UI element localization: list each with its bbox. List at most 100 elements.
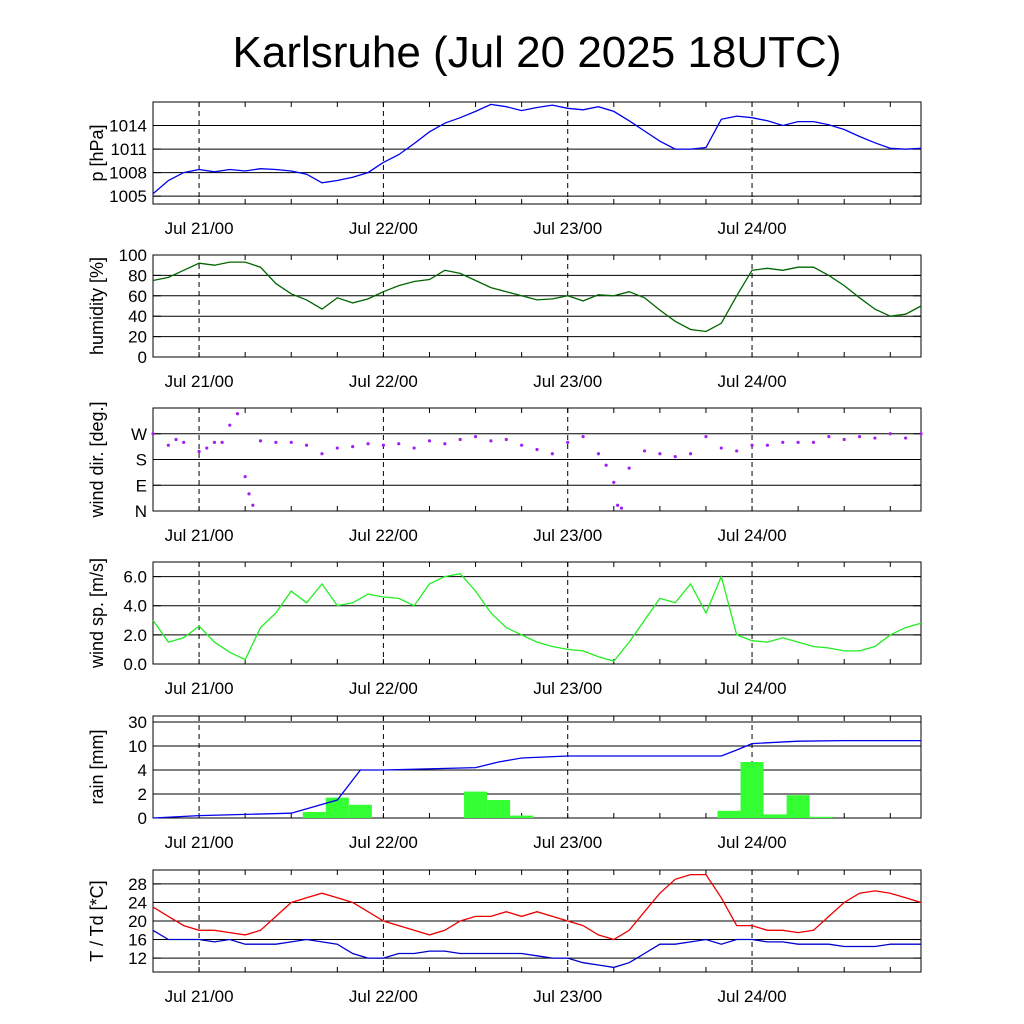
wind-dir-point [289, 440, 293, 444]
x-tick-label: Jul 21/00 [165, 526, 234, 545]
x-tick-label: Jul 21/00 [165, 679, 234, 698]
y-axis-label: wind dir. [deg.] [87, 401, 107, 518]
wind-dir-point [689, 452, 693, 456]
wind-dir-point [174, 437, 178, 442]
wind-dir-point [151, 432, 155, 436]
wind-dir-point [642, 449, 647, 453]
wind-dir-point [520, 443, 524, 447]
wind-dir-point [604, 463, 608, 467]
rain-bar [809, 816, 833, 818]
x-tick-label: Jul 22/00 [349, 372, 418, 391]
wind-dir-point [550, 452, 554, 456]
y-axis-label: T / Td [*C] [87, 880, 107, 961]
wind-dir-point [247, 492, 251, 496]
temperature-line [152, 873, 922, 941]
y-tick-label: S [136, 451, 147, 470]
rain-bar [302, 812, 326, 818]
y-tick-label: 0 [138, 809, 147, 828]
wind-dir-point [205, 446, 209, 450]
y-tick-label: 1008 [109, 164, 147, 183]
x-tick-label: Jul 24/00 [718, 219, 787, 238]
wind-dir-point [765, 443, 770, 447]
x-tick-label: Jul 21/00 [165, 219, 234, 238]
wind-dir-point [220, 440, 224, 444]
y-tick-label: 20 [128, 912, 147, 931]
panel-pressure: 1005 1008 1011 1014 Jul 21/00 Jul 22/00 Jul 23… [87, 101, 922, 238]
x-tick-label: Jul 24/00 [718, 833, 787, 852]
dewpoint-line [152, 929, 921, 969]
rain-bar [740, 762, 764, 818]
wind-dir-point [166, 443, 170, 447]
y-tick-label: 10 [128, 737, 147, 756]
x-tick-label: Jul 22/00 [349, 679, 418, 698]
wind-dir-point [182, 440, 186, 444]
wind-dir-point [251, 503, 255, 507]
wind_speed-line [152, 572, 922, 662]
chart-title: Karlsruhe (Jul 20 2025 18UTC) [233, 28, 842, 77]
y-tick-label: 24 [128, 893, 147, 912]
wind-dir-point [619, 506, 624, 510]
wind-dir-point [258, 439, 263, 443]
wind-dir-point [351, 445, 355, 449]
wind-dir-point [458, 437, 462, 442]
wind-dir-point [566, 440, 570, 444]
wind-dir-point [796, 440, 800, 444]
wind-dir-point [535, 447, 539, 452]
y-tick-label: 2.0 [123, 626, 147, 645]
y-axis-label: wind sp. [m/s] [87, 558, 107, 669]
wind-dir-point [412, 446, 416, 450]
x-tick-label: Jul 24/00 [718, 372, 787, 391]
y-tick-label: 1014 [109, 117, 147, 136]
rain-bar [717, 810, 741, 818]
wind-dir-point [781, 440, 785, 444]
rain-bar [786, 795, 810, 818]
wind-dir-point [473, 435, 478, 439]
wind-dir-point [888, 432, 892, 436]
wind-dir-point [427, 439, 432, 443]
y-tick-label: 80 [128, 266, 147, 285]
wind-dir-point [489, 439, 493, 443]
wind-dir-point [443, 442, 447, 446]
pressure-line [152, 103, 922, 195]
wind-dir-point [750, 443, 754, 447]
plot-frame [152, 101, 922, 205]
panel-rain: 0 2 4 10 30 Jul 21/00 Jul 22/00 Jul 23/00 Jul 24… [87, 713, 922, 852]
x-tick-label: Jul 23/00 [533, 679, 602, 698]
wind-dir-point [381, 443, 385, 447]
y-tick-label: 28 [128, 875, 147, 894]
x-tick-label: Jul 21/00 [165, 987, 234, 1006]
wind-dir-point [243, 475, 247, 479]
wind-dir-point [842, 437, 846, 442]
rain-bar [348, 804, 372, 818]
y-tick-label: 20 [128, 328, 147, 347]
wind-dir-point [904, 436, 908, 440]
x-tick-label: Jul 21/00 [165, 372, 234, 391]
wind-dir-point [274, 440, 278, 444]
wind-dir-point [235, 412, 240, 416]
rain-bar [487, 800, 511, 818]
wind-dir-point [596, 452, 601, 456]
wind-dir-point [212, 440, 217, 444]
wind-dir-point [719, 446, 723, 450]
wind-dir-point [827, 435, 831, 439]
y-tick-label: 100 [119, 246, 147, 265]
x-tick-label: Jul 24/00 [718, 987, 787, 1006]
wind-dir-point [366, 442, 370, 446]
x-tick-label: Jul 21/00 [165, 833, 234, 852]
y-tick-label: 16 [128, 931, 147, 950]
wind-dir-point [735, 449, 739, 453]
panel-wind_speed: 0.0 2.0 4.0 6.0 Jul 21/00 Jul 22/00 Jul 23/00 J… [87, 558, 922, 698]
y-tick-label: 4.0 [123, 597, 147, 616]
wind-dir-point [658, 452, 662, 456]
x-tick-label: Jul 23/00 [533, 526, 602, 545]
y-tick-label: N [135, 502, 147, 521]
wind-dir-point [857, 435, 862, 439]
x-tick-label: Jul 22/00 [349, 987, 418, 1006]
wind-dir-point [616, 503, 620, 507]
x-tick-label: Jul 22/00 [349, 526, 418, 545]
wind-dir-point [873, 436, 877, 440]
